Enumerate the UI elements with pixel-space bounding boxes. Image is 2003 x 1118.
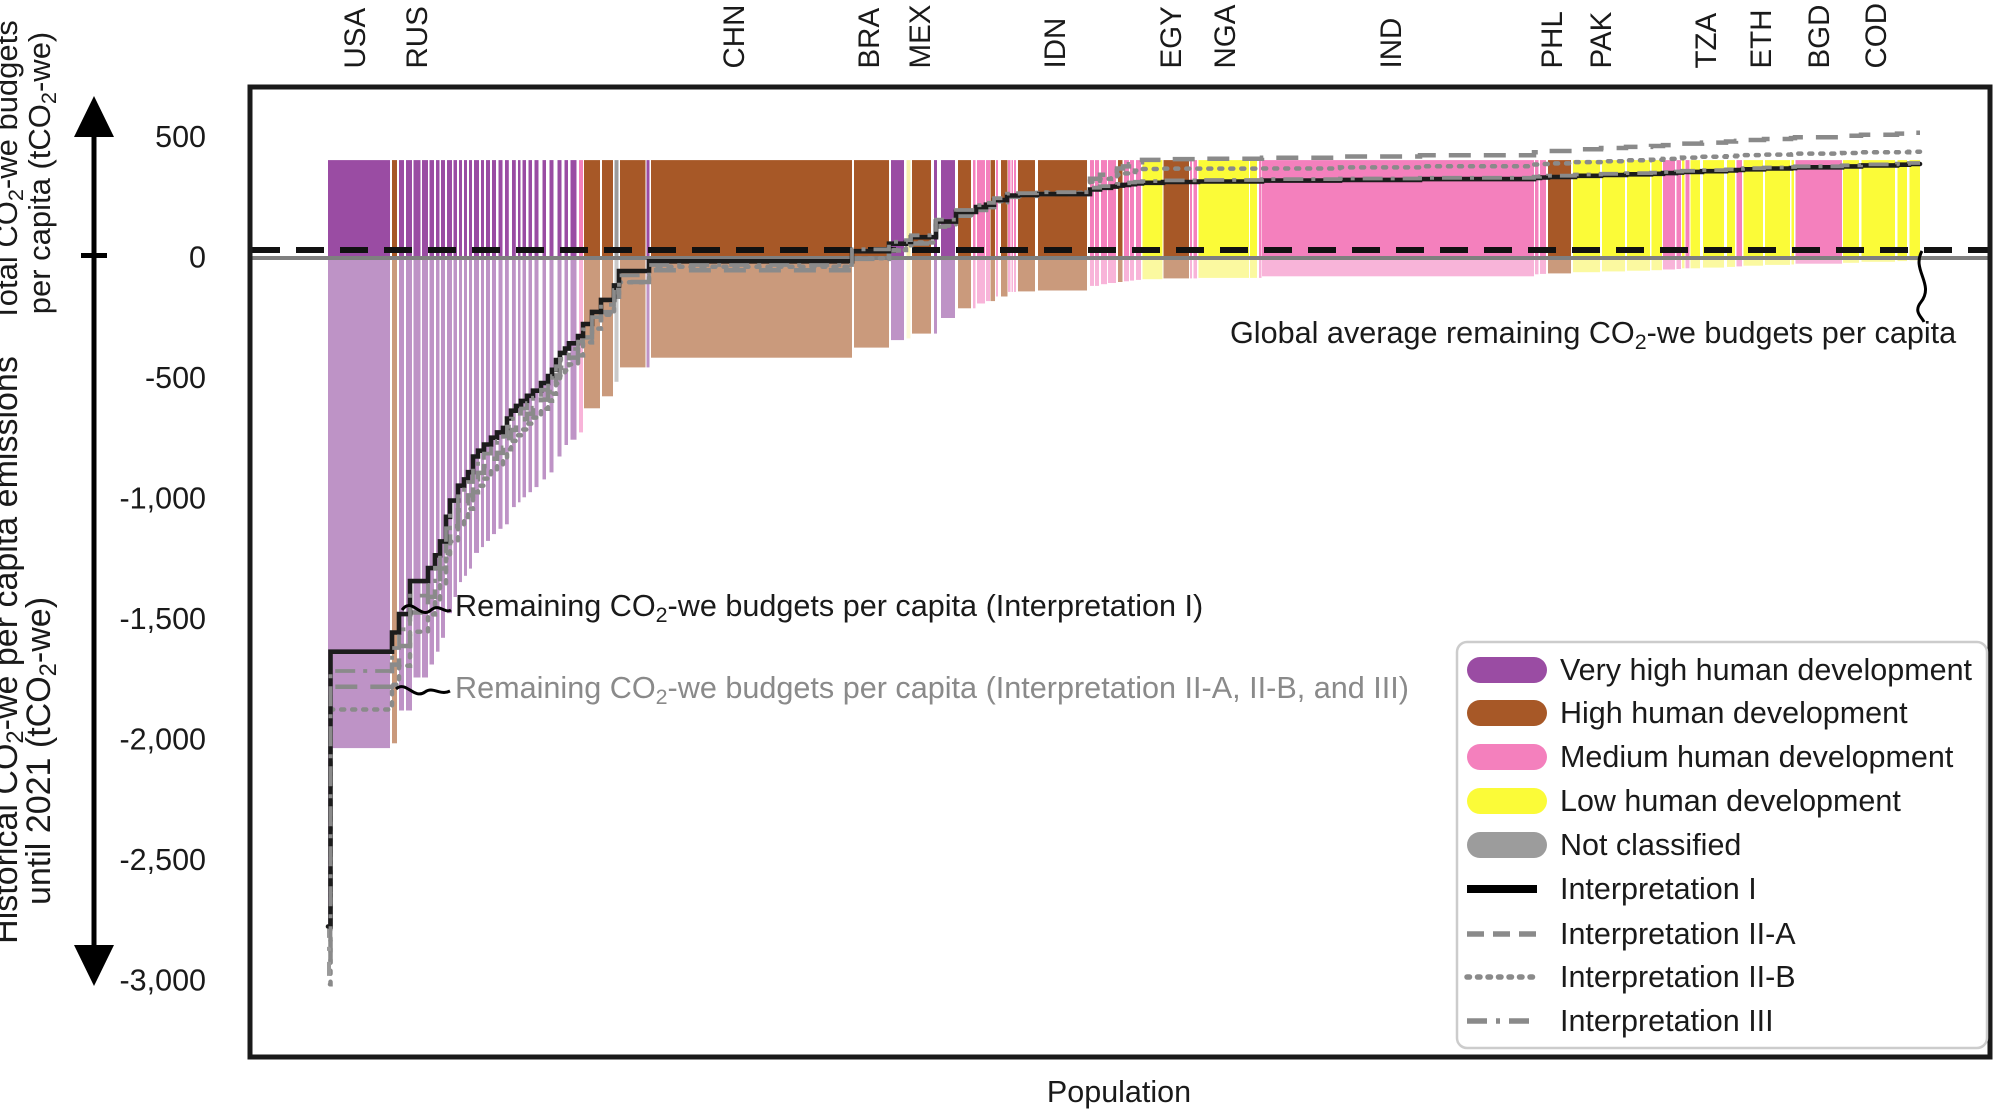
svg-text:per capita (tCO2-we): per capita (tCO2-we) <box>22 32 61 315</box>
svg-text:500: 500 <box>155 120 206 154</box>
svg-text:NGA: NGA <box>1209 4 1242 68</box>
svg-text:Not classified: Not classified <box>1560 828 1741 862</box>
svg-text:IND: IND <box>1375 18 1408 69</box>
svg-text:Total CO2-we budgets: Total CO2-we budgets <box>0 20 28 322</box>
svg-text:-500: -500 <box>145 361 206 395</box>
svg-text:Medium human development: Medium human development <box>1560 740 1954 774</box>
svg-text:RUS: RUS <box>401 6 434 68</box>
svg-text:EGY: EGY <box>1155 6 1188 69</box>
svg-text:-2,500: -2,500 <box>120 843 206 877</box>
svg-text:BRA: BRA <box>853 8 886 69</box>
svg-text:until 2021 (tCO2-we): until 2021 (tCO2-we) <box>20 597 62 905</box>
svg-text:COD: COD <box>1860 3 1893 69</box>
svg-text:0: 0 <box>189 241 206 275</box>
svg-text:-2,000: -2,000 <box>120 723 206 757</box>
svg-text:Interpretation II-B: Interpretation II-B <box>1560 960 1796 994</box>
svg-text:Global average remaining CO2-w: Global average remaining CO2-we budgets … <box>1230 316 1957 354</box>
svg-text:MEX: MEX <box>904 4 937 68</box>
svg-text:-1,500: -1,500 <box>120 602 206 636</box>
svg-text:Interpretation II-A: Interpretation II-A <box>1560 917 1796 951</box>
svg-text:Interpretation III: Interpretation III <box>1560 1004 1774 1038</box>
svg-text:-1,000: -1,000 <box>120 482 206 516</box>
svg-text:USA: USA <box>339 8 372 69</box>
svg-text:TZA: TZA <box>1690 12 1723 68</box>
svg-text:PAK: PAK <box>1585 11 1618 68</box>
svg-text:PHL: PHL <box>1536 11 1569 68</box>
svg-text:Very high human development: Very high human development <box>1560 653 1973 687</box>
svg-text:Interpretation I: Interpretation I <box>1560 872 1757 906</box>
svg-text:Remaining CO2-we budgets per c: Remaining CO2-we budgets per capita (Int… <box>455 589 1203 627</box>
svg-text:-3,000: -3,000 <box>120 964 206 998</box>
svg-text:Population: Population <box>1047 1075 1191 1109</box>
svg-text:ETH: ETH <box>1745 10 1778 69</box>
svg-text:BGD: BGD <box>1803 5 1836 69</box>
svg-text:Low human development: Low human development <box>1560 784 1901 818</box>
svg-text:CHN: CHN <box>718 5 751 69</box>
svg-text:Remaining CO2-we budgets per c: Remaining CO2-we budgets per capita (Int… <box>455 671 1409 709</box>
svg-text:High human development: High human development <box>1560 696 1908 730</box>
svg-text:IDN: IDN <box>1039 18 1072 69</box>
svg-text:Historical CO2-we per capita e: Historical CO2-we per capita emissions <box>0 356 29 944</box>
